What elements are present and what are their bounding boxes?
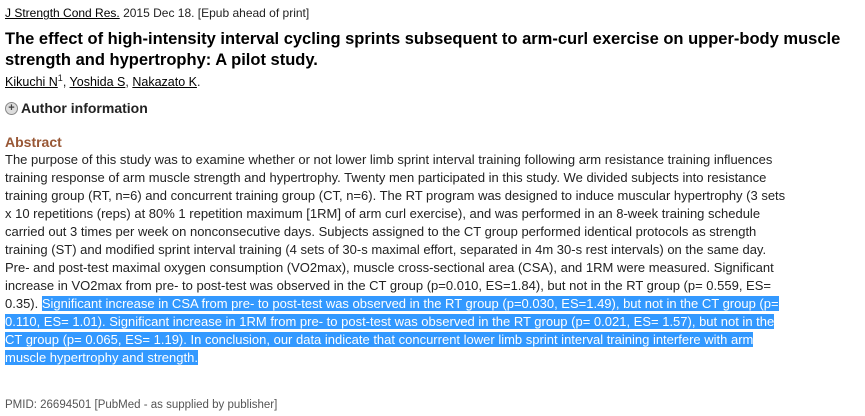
selected-text: 0.110, ES= 1.01). Significant increase i… [5,314,775,329]
abstract-line: CT group (p= 0.065, ES= 1.19). In conclu… [5,331,785,349]
abstract-line-text: 0.35). [5,296,42,311]
abstract-line-text: carried out 3 times per week on nonconse… [5,224,757,239]
journal-link[interactable]: J Strength Cond Res. [5,6,120,20]
abstract-line-text: increase in VO2max from pre- to post-tes… [5,278,771,293]
author-list: Kikuchi N1, Yoshida S, Nakazato K. [5,73,201,90]
author-link[interactable]: Yoshida S [69,75,126,90]
expand-plus-icon: + [5,101,18,115]
abstract-line: training group (RT, n=6) and concurrent … [5,187,785,205]
abstract-line: Pre- and post-test maximal oxygen consum… [5,259,785,277]
citation: J Strength Cond Res. 2015 Dec 18. [Epub … [5,6,309,20]
author-link[interactable]: Kikuchi N [5,75,58,90]
abstract-line: training response of arm muscle strength… [5,169,785,187]
abstract-line: 0.35). Significant increase in CSA from … [5,295,785,313]
abstract-line: 0.110, ES= 1.01). Significant increase i… [5,313,785,331]
author-link[interactable]: Nakazato K [132,75,197,90]
abstract-line-text: The purpose of this study was to examine… [5,152,773,167]
pmid: PMID: 26694501 [PubMed - as supplied by … [5,399,278,411]
abstract-text: The purpose of this study was to examine… [5,151,785,367]
abstract-line: carried out 3 times per week on nonconse… [5,223,785,241]
abstract-line: The purpose of this study was to examine… [5,151,785,169]
abstract-heading: Abstract [5,134,62,150]
author-information-label: Author information [21,100,148,116]
abstract-line-text: training (ST) and modified sprint interv… [5,242,767,257]
selected-text: muscle hypertrophy and strength. [5,350,198,365]
abstract-line: muscle hypertrophy and strength. [5,349,785,367]
abstract-line: training (ST) and modified sprint interv… [5,241,785,259]
affiliation-sup: 1 [57,73,63,83]
abstract-line-text: x 10 repetitions (reps) at 80% 1 repetit… [5,206,761,221]
selected-text: CT group (p= 0.065, ES= 1.19). In conclu… [5,332,754,347]
selected-text: Significant increase in CSA from pre- to… [41,296,779,311]
article-title: The effect of high-intensity interval cy… [5,30,841,69]
abstract-line: x 10 repetitions (reps) at 80% 1 repetit… [5,205,785,223]
author-information-toggle[interactable]: + Author information [5,100,148,116]
abstract-line-text: training group (RT, n=6) and concurrent … [5,188,786,203]
abstract-line: increase in VO2max from pre- to post-tes… [5,277,785,295]
abstract-line-text: Pre- and post-test maximal oxygen consum… [5,260,774,275]
abstract-line-text: training response of arm muscle strength… [5,170,767,185]
citation-date: 2015 Dec 18. [Epub ahead of print] [119,6,310,20]
